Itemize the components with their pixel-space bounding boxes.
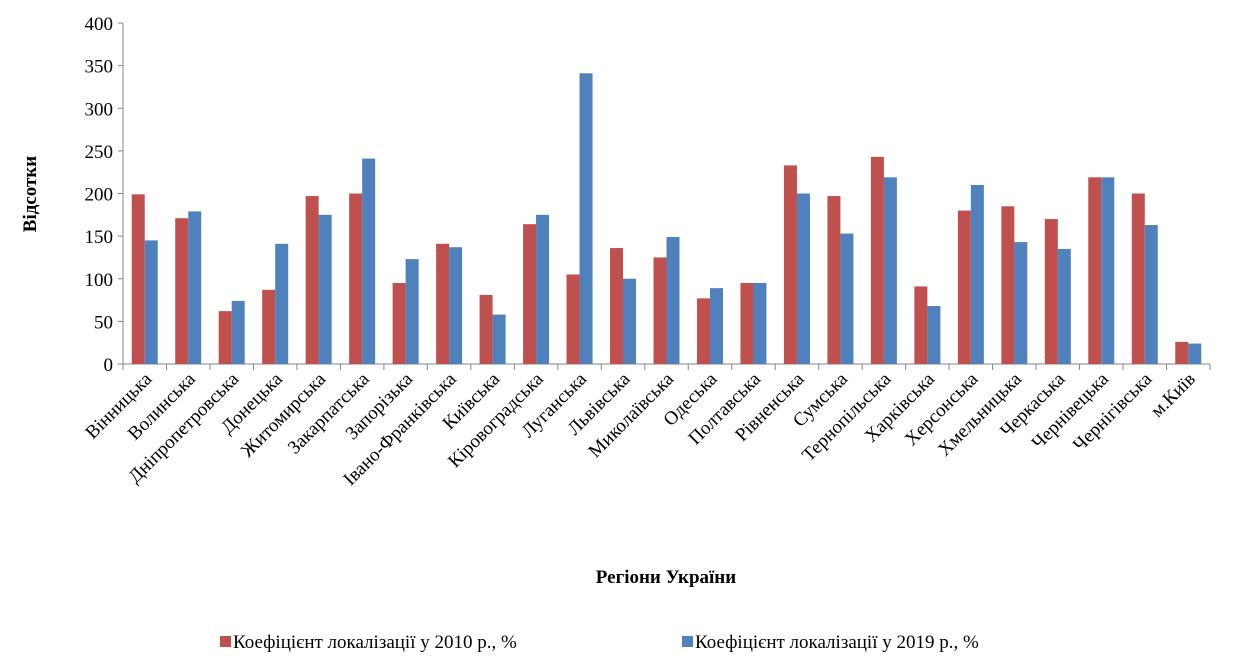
bar: [1014, 242, 1028, 364]
bar: [740, 283, 754, 364]
bar: [1088, 177, 1102, 364]
y-tick-label: 250: [85, 142, 114, 163]
bar: [827, 196, 841, 364]
bar: [579, 73, 593, 365]
bar: [362, 158, 376, 364]
bar: [783, 165, 797, 364]
bar: [188, 211, 202, 364]
bar: [1175, 341, 1189, 364]
bar: [405, 259, 419, 364]
bar: [696, 298, 710, 364]
bar: [231, 300, 245, 364]
bar: [970, 184, 984, 364]
y-tick-label: 50: [94, 312, 113, 333]
x-axis-title: Регіони України: [596, 567, 736, 588]
bar: [623, 278, 637, 364]
bar: [957, 210, 971, 364]
bar: [927, 306, 941, 364]
bar: [479, 294, 493, 364]
bar: [666, 236, 680, 364]
y-tick-label: 100: [85, 270, 114, 291]
legend-swatch: [220, 636, 231, 647]
bar: [610, 248, 624, 364]
bar: [1057, 248, 1071, 364]
bar: [1144, 225, 1158, 364]
bar: [1131, 193, 1145, 364]
y-tick-label: 400: [85, 14, 114, 35]
bar: [1044, 219, 1058, 364]
bar: [536, 214, 550, 364]
y-axis-title: Відсотки: [20, 156, 41, 233]
bar: [436, 243, 450, 364]
bar: [753, 283, 767, 364]
y-tick-label: 0: [104, 355, 114, 376]
legend-label: Коефіцієнт локалізації у 2019 р., %: [695, 632, 979, 653]
bar: [883, 177, 897, 364]
bar: [870, 156, 884, 364]
y-tick-label: 350: [85, 57, 114, 78]
bar: [492, 314, 506, 364]
bar: [218, 311, 232, 364]
bar: [275, 243, 289, 364]
bar: [449, 247, 463, 364]
bar: [653, 257, 667, 364]
bar: [144, 240, 158, 364]
bar: [566, 274, 580, 364]
legend-swatch: [682, 636, 693, 647]
bar: [1101, 177, 1115, 364]
bar: [349, 193, 363, 364]
bar: [523, 224, 537, 364]
bar: [131, 194, 145, 364]
bar: [1188, 343, 1202, 364]
bar: [796, 193, 810, 364]
bar: [840, 233, 854, 364]
legend-label: Коефіцієнт локалізації у 2010 р., %: [233, 632, 517, 653]
y-tick-label: 200: [85, 185, 114, 206]
bar: [392, 283, 406, 364]
y-tick-label: 150: [85, 227, 114, 248]
bar: [318, 214, 332, 364]
y-tick-label: 300: [85, 99, 114, 120]
x-tick-label: м.Київ: [1147, 369, 1200, 422]
bar: [262, 289, 276, 364]
bar: [914, 286, 928, 364]
bar: [1001, 206, 1015, 364]
bar: [175, 218, 189, 364]
bar: [305, 196, 319, 364]
bar: [709, 288, 723, 364]
